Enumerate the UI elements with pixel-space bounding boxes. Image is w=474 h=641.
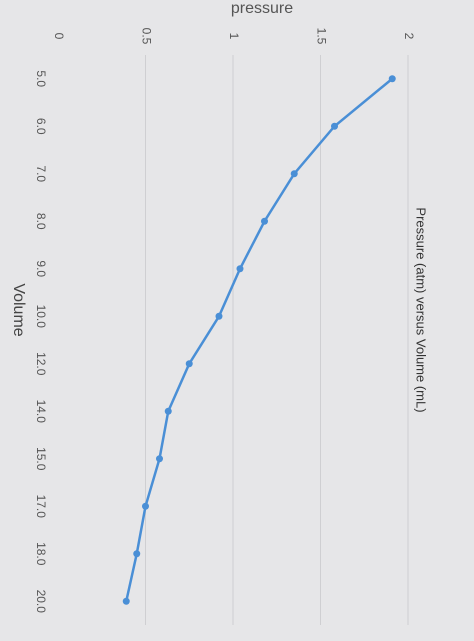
data-point: [185, 360, 193, 368]
data-point: [331, 122, 338, 130]
y-tick-label: 2: [402, 33, 416, 40]
chart-title: Pressure (atm) versus Volume (mL): [414, 207, 429, 412]
data-point: [215, 312, 223, 320]
data-point: [164, 407, 172, 415]
x-tick-label: 6.0: [34, 118, 48, 135]
x-tick-label: 15.0: [34, 447, 48, 471]
data-line: [125, 77, 394, 602]
x-tick-label: 12.0: [34, 352, 48, 376]
x-tick-label: 5.0: [34, 70, 48, 87]
y-tick-label: 0.5: [139, 28, 153, 45]
data-point: [156, 455, 163, 463]
x-tick-label: 10.0: [34, 305, 48, 329]
y-tick-label: 1.5: [314, 28, 328, 45]
y-tick-label: 1: [227, 33, 241, 40]
x-tick-label: 18.0: [34, 542, 48, 566]
x-tick-label: 14.0: [34, 400, 48, 424]
data-point: [261, 217, 268, 225]
data-point: [290, 170, 298, 178]
data-point: [142, 502, 149, 510]
x-tick-label: 20.0: [34, 590, 48, 614]
x-axis-title: Volume: [10, 283, 27, 336]
y-axis-title: pressure: [231, 0, 293, 17]
data-point: [133, 550, 141, 558]
y-tick-label: 0: [52, 33, 66, 40]
data-point: [388, 75, 396, 83]
x-tick-label: 8.0: [34, 213, 48, 230]
data-point: [236, 265, 244, 273]
x-tick-label: 9.0: [34, 260, 48, 277]
plot: Pressure (atm) versus Volume (mL) Volume…: [10, 28, 429, 625]
data-point: [122, 597, 130, 605]
x-tick-label: 17.0: [34, 495, 48, 519]
x-tick-label: 7.0: [34, 165, 48, 182]
